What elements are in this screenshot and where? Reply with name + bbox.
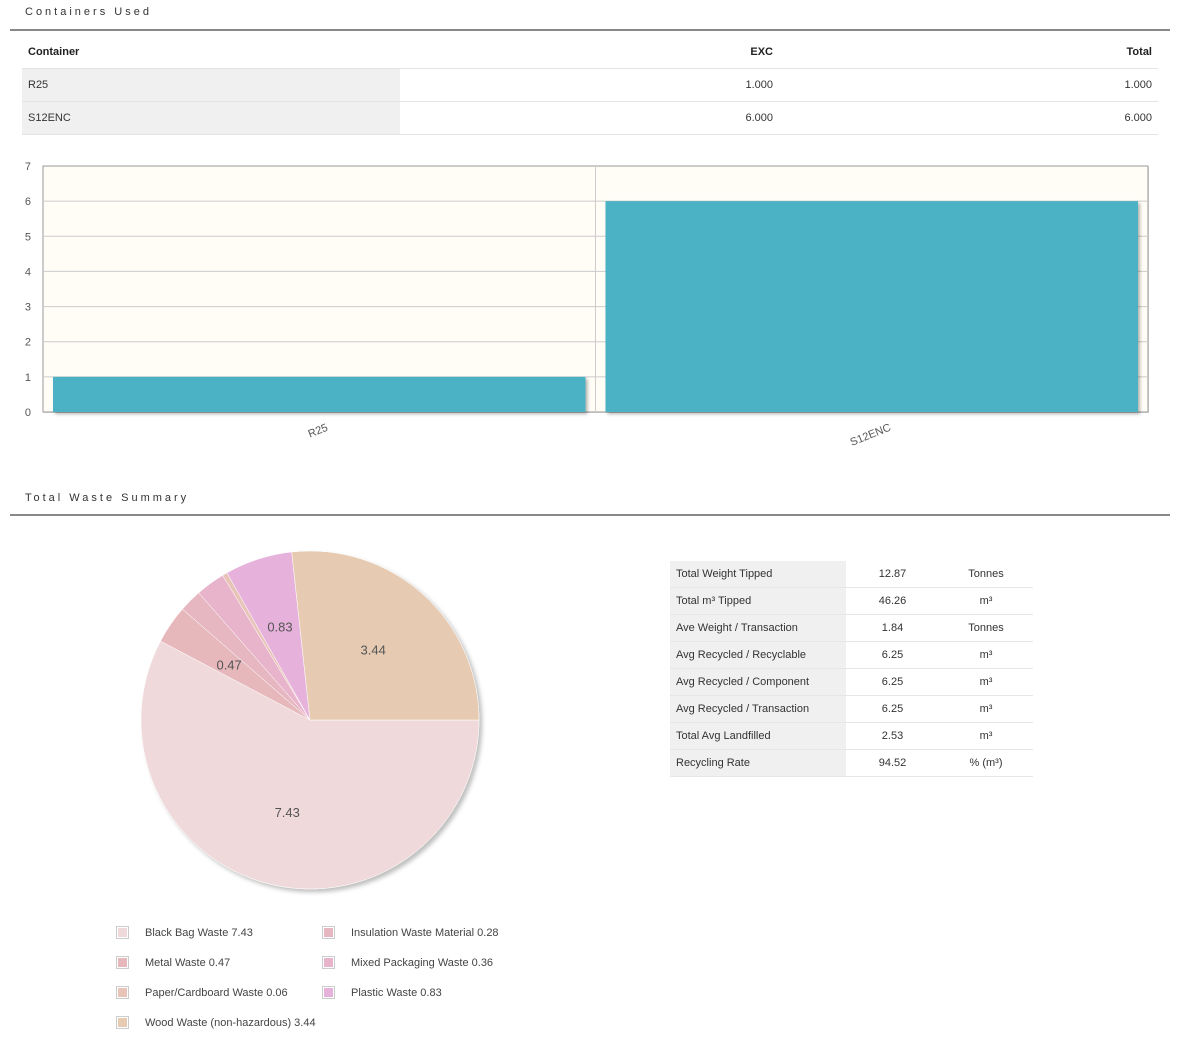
y-tick-label: 1 [25, 372, 31, 384]
table-cell: % (m³) [939, 749, 1033, 777]
legend-label: Mixed Packaging Waste 0.36 [351, 957, 494, 969]
table-header-row: Container EXC Total [22, 36, 1158, 69]
pie-slices [140, 550, 480, 890]
table-row: Avg Recycled / Component 6.25 m³ [670, 668, 1033, 696]
table-cell: R25 [22, 68, 400, 102]
x-tick-label: R25 [307, 422, 330, 441]
containers-section-title: Containers Used [25, 6, 152, 18]
y-tick-label: 3 [25, 302, 31, 314]
table-cell: 6.25 [846, 695, 939, 723]
legend-swatch [116, 986, 129, 999]
waste-summary-table: Total Weight Tipped 12.87 Tonnes Total m³ … [670, 561, 1033, 777]
pie-slice-wood-waste-non-hazardous [291, 550, 480, 721]
table-row: Total Avg Landfilled 2.53 m³ [670, 722, 1033, 750]
legend-swatch [322, 986, 335, 999]
summary-section-title: Total Waste Summary [25, 492, 190, 504]
column-header: Container [28, 46, 80, 58]
table-cell: 46.26 [846, 587, 939, 615]
legend-label: Insulation Waste Material 0.28 [351, 927, 499, 939]
table-cell: Avg Recycled / Component [670, 668, 846, 696]
table-row: S12ENC 6.000 6.000 [22, 101, 1158, 135]
table-cell: m³ [939, 641, 1033, 669]
table-cell: m³ [939, 695, 1033, 723]
table-cell: 1.000 [400, 68, 779, 102]
table-cell: Avg Recycled / Transaction [670, 695, 846, 723]
table-row: Recycling Rate 94.52% (m³) [670, 749, 1033, 777]
table-cell: 94.52 [846, 749, 939, 777]
bar-s12enc [605, 201, 1138, 412]
pie-data-label: 7.43 [275, 805, 300, 820]
y-tick-label: 4 [25, 266, 31, 278]
table-row: Avg Recycled / Transaction 6.25 m³ [670, 695, 1033, 723]
table-cell: 6.000 [400, 101, 779, 135]
pie-data-label: 3.44 [361, 643, 386, 658]
y-tick-label: 2 [25, 337, 31, 349]
waste-pie-chart: 7.43 0.47 0.83 3.44 [140, 550, 480, 890]
legend-swatch [116, 926, 129, 939]
legend-swatch [116, 1016, 129, 1029]
table-cell: m³ [939, 722, 1033, 750]
table-cell: 1.000 [779, 68, 1158, 102]
pie-data-label: 0.83 [267, 620, 292, 635]
y-tick-label: 0 [25, 407, 31, 419]
containers-table: Container EXC Total R25 1.000 1.000 S12E… [22, 36, 1158, 135]
table-cell: Tonnes [939, 561, 1033, 588]
pie-data-label: 0.47 [216, 658, 241, 673]
table-cell: 2.53 [846, 722, 939, 750]
table-cell: m³ [939, 587, 1033, 615]
table-cell: Total Weight Tipped [670, 561, 846, 588]
y-tick-label: 5 [25, 231, 31, 243]
table-cell: Recycling Rate [670, 749, 846, 777]
summary-divider [10, 514, 1170, 516]
table-cell: Ave Weight / Transaction [670, 614, 846, 642]
containers-bar-chart: 0 1 2 3 4 5 6 7 R25 S12ENC [25, 161, 1149, 449]
legend-label: Metal Waste 0.47 [145, 957, 231, 969]
table-cell: Avg Recycled / Recyclable [670, 641, 846, 669]
legend-label: Plastic Waste 0.83 [351, 987, 442, 999]
table-row: Total m³ Tipped 46.26 m³ [670, 587, 1033, 615]
containers-divider [10, 29, 1170, 31]
table-row: Avg Recycled / Recyclable 6.25 m³ [670, 641, 1033, 669]
column-header: EXC [750, 46, 773, 58]
table-cell: m³ [939, 668, 1033, 696]
table-row: R25 1.000 1.000 [22, 68, 1158, 102]
table-cell: Tonnes [939, 614, 1033, 642]
table-cell: 12.87 [846, 561, 939, 588]
legend-label: Wood Waste (non-hazardous) 3.44 [145, 1017, 316, 1029]
table-cell: 6.000 [779, 101, 1158, 135]
legend-label: Black Bag Waste 7.43 [145, 927, 253, 939]
table-cell: 1.84 [846, 614, 939, 642]
legend-swatch [322, 956, 335, 969]
pie-slice-black-bag-waste [140, 640, 480, 890]
column-header: Total [1126, 46, 1152, 58]
legend-label: Paper/Cardboard Waste 0.06 [145, 987, 288, 999]
bar-r25 [53, 376, 586, 412]
table-cell: Total Avg Landfilled [670, 722, 846, 750]
table-cell: S12ENC [22, 101, 400, 135]
y-tick-label: 7 [25, 161, 31, 173]
x-tick-label: S12ENC [849, 422, 893, 449]
y-tick-label: 6 [25, 196, 31, 208]
legend-swatch [322, 926, 335, 939]
table-row: Total Weight Tipped 12.87 Tonnes [670, 561, 1033, 588]
table-cell: 6.25 [846, 641, 939, 669]
table-row: Ave Weight / Transaction 1.84 Tonnes [670, 614, 1033, 642]
table-cell: 6.25 [846, 668, 939, 696]
legend-swatch [116, 956, 129, 969]
table-cell: Total m³ Tipped [670, 587, 846, 615]
